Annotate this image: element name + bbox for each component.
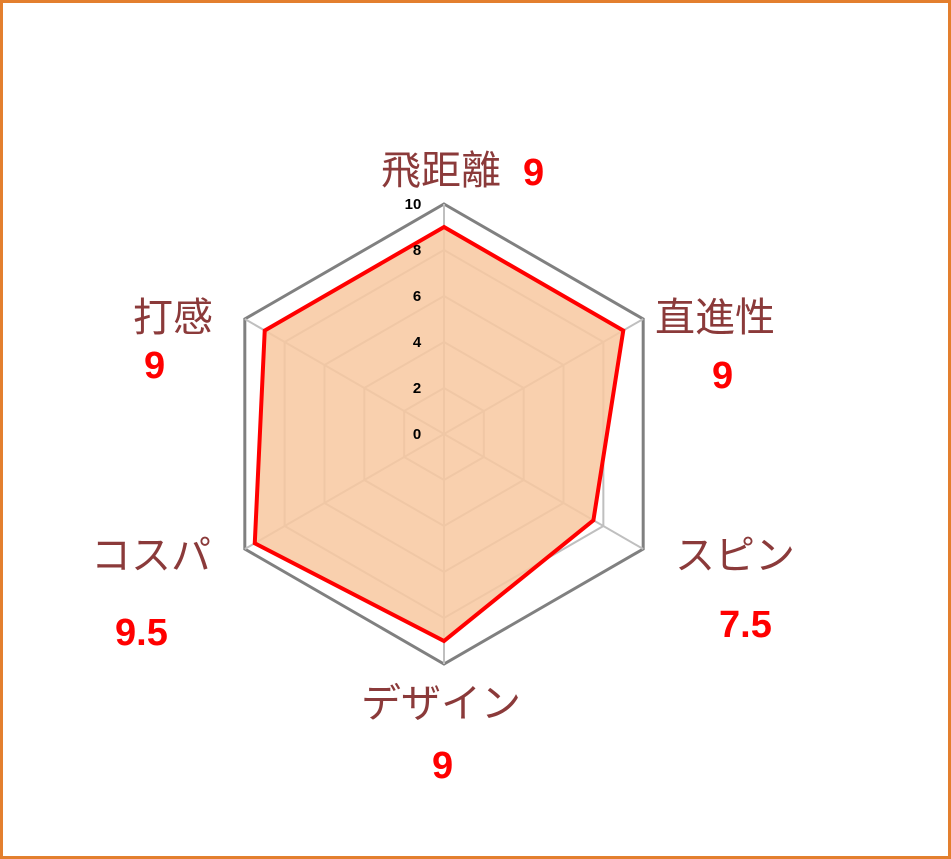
tick-label-2: 2 [413, 380, 421, 397]
value-label-feel: 9 [144, 345, 165, 387]
category-label-spin: スピン [675, 533, 795, 579]
radar-chart: 0 2 4 6 8 10 飛距離 直進性 スピン デザイン コスパ 打感 9 9… [91, 148, 795, 787]
value-label-design: 9 [432, 745, 453, 787]
tick-labels: 0 2 4 6 8 10 [405, 196, 422, 443]
value-labels: 9 9 7.5 9 9.5 9 [115, 152, 772, 787]
value-label-straightness: 9 [712, 355, 733, 397]
category-label-straightness: 直進性 [655, 295, 775, 341]
category-label-cost-performance: コスパ [91, 533, 211, 579]
value-label-distance: 9 [523, 152, 544, 194]
tick-label-10: 10 [405, 196, 422, 213]
category-label-design: デザイン [361, 681, 521, 727]
series-layer [252, 224, 626, 644]
value-label-cost-performance: 9.5 [115, 612, 168, 654]
category-labels: 飛距離 直進性 スピン デザイン コスパ 打感 [91, 148, 795, 727]
tick-label-0: 0 [413, 426, 421, 443]
tick-label-4: 4 [413, 334, 422, 351]
tick-label-6: 6 [413, 288, 421, 305]
tick-label-8: 8 [413, 242, 421, 259]
value-label-spin: 7.5 [719, 604, 772, 646]
category-label-feel: 打感 [133, 295, 213, 341]
category-label-distance: 飛距離 [381, 148, 501, 194]
